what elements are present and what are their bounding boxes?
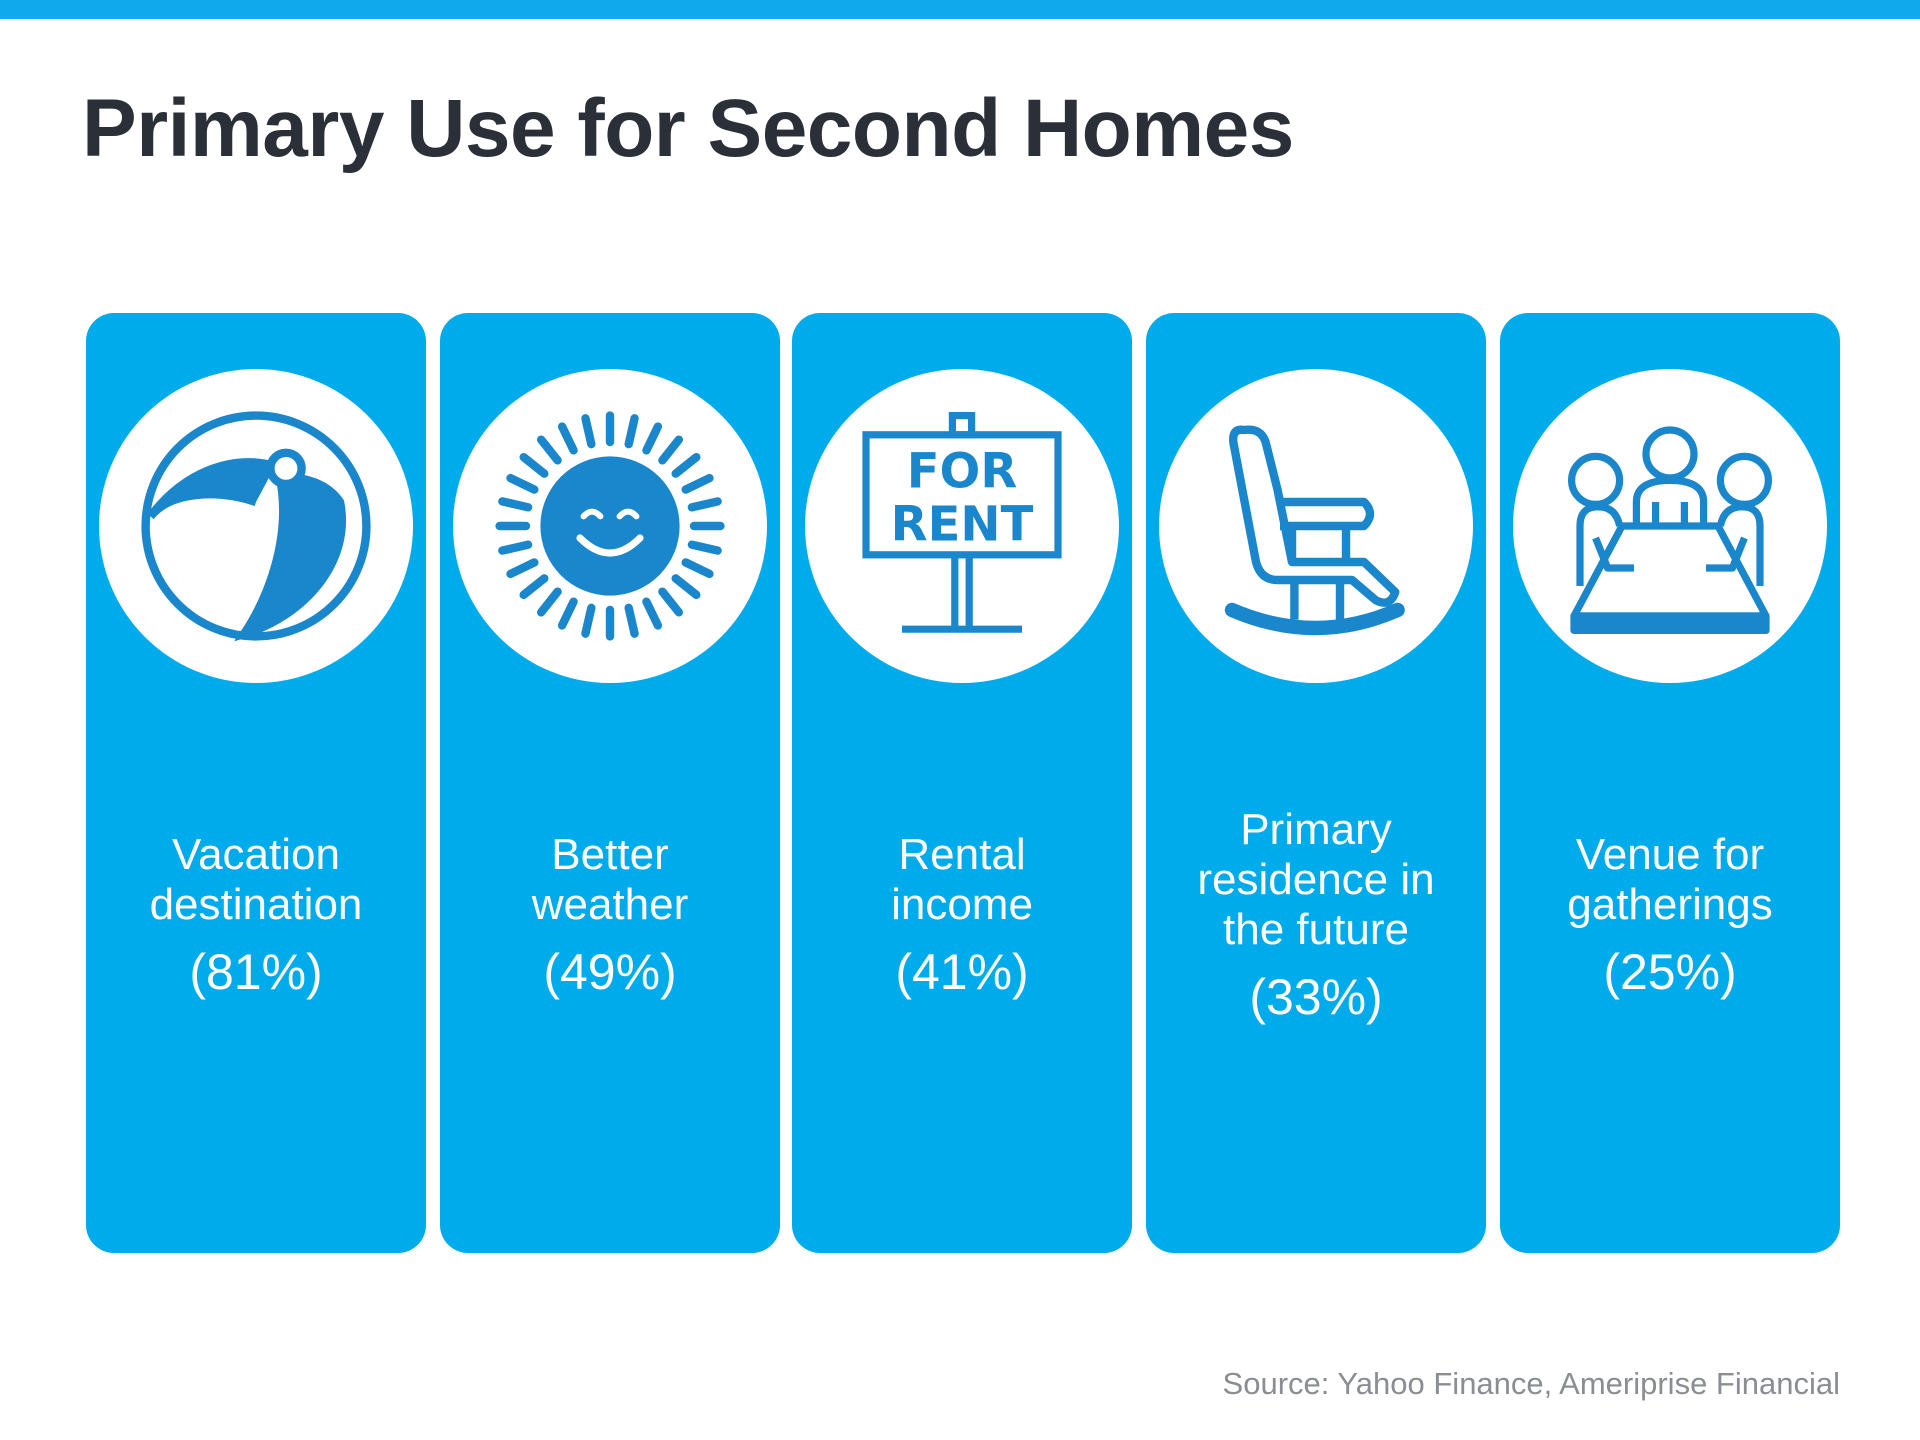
card-text: Vacation destination (81%) [86, 700, 426, 1130]
page-title: Primary Use for Second Homes [82, 83, 1294, 174]
top-accent-bar [0, 0, 1920, 19]
card-percent: (49%) [543, 944, 677, 1000]
card-weather: Better weather (49%) [440, 313, 780, 1253]
icon-circle [1159, 369, 1473, 683]
sun-ray [581, 603, 596, 638]
card-percent: (41%) [895, 944, 1029, 1000]
beach-ball-icon [141, 411, 371, 642]
card-percent: (81%) [189, 944, 323, 1000]
sun-ray [642, 597, 663, 630]
card-text: Better weather (49%) [440, 700, 780, 1130]
icon-circle [1513, 369, 1827, 683]
card-percent: (33%) [1249, 969, 1383, 1025]
sun-ray [498, 497, 533, 512]
sun-ray [506, 558, 539, 579]
rocking-chair-icon [1224, 425, 1405, 636]
sun-ray [687, 497, 722, 512]
icon-circle: FOR RENT [805, 369, 1119, 683]
card-label: Rental income [891, 830, 1033, 929]
sun-ray [687, 540, 722, 555]
card-percent: (25%) [1603, 944, 1737, 1000]
sun-ray [681, 558, 714, 579]
sign-text-line1: FOR [907, 444, 1018, 500]
sun-ray [498, 540, 533, 555]
card-label: Better weather [531, 830, 689, 929]
sun-ray [671, 574, 701, 600]
for-rent-sign-icon: FOR RENT [862, 412, 1062, 633]
meeting-table-icon [1568, 426, 1772, 634]
card-rental: FOR RENT Rental income (41%) [792, 313, 1132, 1253]
sun-ray [624, 603, 639, 638]
sun-ray [506, 473, 539, 494]
icon-circle [453, 369, 767, 683]
sun-ray [681, 473, 714, 494]
icon-circle [99, 369, 413, 683]
sun-icon [495, 411, 725, 641]
sun-ray [557, 597, 578, 630]
sun-ray [519, 574, 549, 600]
sun-ray [519, 452, 549, 478]
sun-ray [624, 414, 639, 449]
card-future-residence: Primary residence in the future (33%) [1146, 313, 1486, 1253]
card-text: Venue for gatherings (25%) [1500, 700, 1840, 1130]
sun-ray [581, 414, 596, 449]
card-text: Primary residence in the future (33%) [1146, 700, 1486, 1130]
card-vacation: Vacation destination (81%) [86, 313, 426, 1253]
sun-ray [671, 452, 701, 478]
card-label: Primary residence in the future [1197, 805, 1435, 954]
sun-ray [557, 422, 578, 455]
sun-ray [658, 435, 684, 465]
card-gatherings: Venue for gatherings (25%) [1500, 313, 1840, 1253]
source-note: Source: Yahoo Finance, Ameriprise Financ… [1222, 1366, 1840, 1401]
card-label: Venue for gatherings [1567, 830, 1773, 929]
sun-ray [536, 587, 562, 617]
sun-ray [536, 435, 562, 465]
card-label: Vacation destination [149, 830, 363, 929]
card-text: Rental income (41%) [792, 700, 1132, 1130]
sun-ray [658, 587, 684, 617]
sign-text-line2: RENT [891, 496, 1034, 552]
sun-ray [642, 422, 663, 455]
